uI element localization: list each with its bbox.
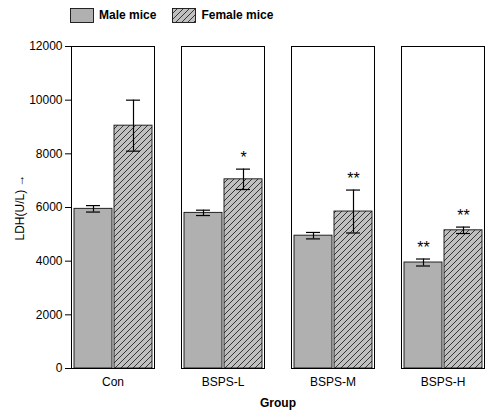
svg-text:Con: Con bbox=[102, 375, 124, 389]
svg-text:10000: 10000 bbox=[29, 93, 63, 107]
svg-text:12000: 12000 bbox=[29, 39, 63, 53]
html-text:Female mice: Female mice bbox=[201, 8, 274, 22]
svg-text:4000: 4000 bbox=[36, 254, 63, 268]
svg-text:Group: Group bbox=[260, 396, 296, 410]
svg-text:BSPS-H: BSPS-H bbox=[421, 375, 466, 389]
svg-text:**: ** bbox=[347, 170, 359, 187]
svg-text:2000: 2000 bbox=[36, 308, 63, 322]
svg-text:**: ** bbox=[457, 207, 469, 224]
svg-text:BSPS-L: BSPS-L bbox=[202, 375, 245, 389]
svg-text:BSPS-M: BSPS-M bbox=[310, 375, 356, 389]
svg-text:6000: 6000 bbox=[36, 200, 63, 214]
svg-text:LDH(U/L) →: LDH(U/L) → bbox=[13, 174, 27, 240]
svg-text:8000: 8000 bbox=[36, 147, 63, 161]
svg-text:0: 0 bbox=[56, 361, 63, 375]
html-text:Male mice: Male mice bbox=[99, 8, 157, 22]
svg-text:*: * bbox=[240, 149, 246, 166]
svg-text:**: ** bbox=[417, 239, 429, 256]
